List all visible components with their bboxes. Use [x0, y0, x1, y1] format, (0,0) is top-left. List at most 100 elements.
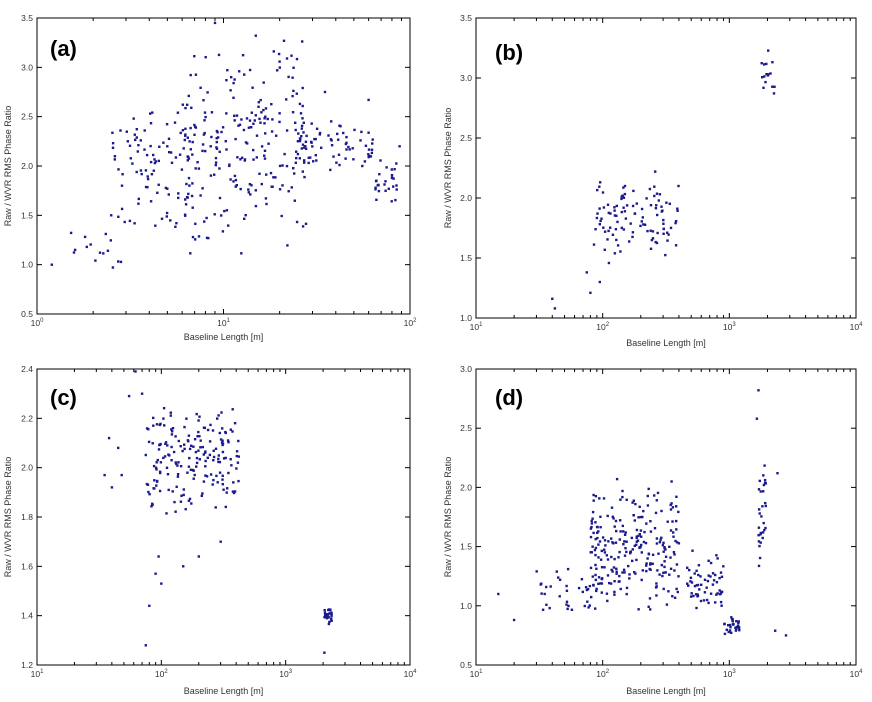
data-point: [628, 240, 631, 243]
data-point: [622, 206, 625, 209]
data-point: [595, 589, 598, 593]
data-point: [189, 468, 193, 471]
data-point: [85, 245, 88, 249]
data-point: [260, 111, 263, 114]
data-point: [312, 160, 315, 163]
data-point: [595, 216, 599, 220]
data-point: [674, 539, 677, 543]
data-point: [677, 510, 680, 514]
data-point: [153, 487, 156, 490]
data-point: [295, 220, 299, 224]
data-point: [170, 459, 173, 462]
data-point: [605, 554, 608, 557]
data-point: [247, 188, 250, 191]
data-point: [675, 528, 678, 531]
data-point: [201, 492, 204, 495]
data-point: [302, 121, 305, 124]
data-point: [695, 569, 698, 572]
data-point: [638, 505, 641, 508]
data-point: [619, 587, 622, 591]
data-point: [164, 441, 168, 444]
data-point: [165, 466, 169, 469]
data-point: [248, 68, 252, 72]
data-point: [716, 557, 719, 560]
y-tick-label: 2.0: [460, 193, 472, 203]
data-point: [230, 464, 233, 467]
data-point: [671, 506, 675, 509]
data-point: [727, 630, 730, 634]
data-point: [557, 576, 560, 579]
data-point: [298, 139, 302, 143]
data-point: [255, 156, 258, 159]
data-point: [243, 217, 246, 220]
data-point: [169, 411, 172, 414]
data-point: [297, 132, 300, 135]
data-point: [759, 533, 762, 536]
x-tick-label: 102: [155, 669, 168, 679]
data-point: [188, 184, 191, 187]
data-point: [113, 158, 116, 161]
data-point: [659, 538, 662, 541]
data-point: [587, 606, 590, 609]
data-point: [615, 214, 618, 217]
data-point: [233, 119, 236, 122]
data-point: [155, 484, 158, 487]
data-point: [762, 521, 765, 525]
data-point: [596, 531, 599, 534]
data-point: [773, 85, 776, 88]
data-point: [640, 220, 643, 223]
data-point: [212, 459, 215, 462]
data-point: [635, 202, 638, 205]
data-point: [642, 509, 645, 513]
data-point: [656, 213, 659, 217]
data-point: [209, 473, 213, 476]
data-point: [387, 187, 390, 190]
data-point: [220, 411, 223, 414]
data-point: [204, 149, 207, 153]
data-point: [613, 590, 616, 594]
data-point: [257, 101, 260, 104]
data-point: [709, 592, 713, 595]
data-point: [195, 412, 198, 416]
data-point: [658, 193, 662, 196]
data-point: [669, 567, 673, 570]
data-point: [673, 596, 677, 599]
data-point: [131, 162, 134, 165]
data-point: [760, 62, 763, 65]
data-point: [301, 104, 304, 108]
data-point: [239, 187, 242, 191]
data-point: [327, 613, 330, 616]
data-point: [174, 461, 177, 464]
data-point: [175, 462, 178, 466]
data-point: [714, 573, 717, 577]
data-point: [149, 122, 153, 125]
data-point: [298, 102, 302, 106]
data-point: [205, 475, 209, 478]
data-point: [655, 582, 658, 585]
data-point: [177, 439, 180, 443]
data-point: [187, 499, 191, 502]
data-point: [625, 550, 628, 554]
data-point: [615, 477, 619, 481]
data-point: [163, 424, 166, 427]
data-point: [166, 145, 169, 148]
data-point: [293, 172, 296, 175]
data-point: [651, 230, 655, 233]
data-point: [128, 144, 132, 147]
data-point: [755, 417, 759, 420]
data-point: [763, 528, 766, 532]
data-point: [237, 479, 240, 483]
data-point: [672, 531, 675, 534]
data-point: [660, 563, 663, 567]
data-point: [159, 461, 163, 464]
data-point: [609, 212, 612, 215]
data-point: [73, 248, 77, 252]
data-point: [179, 465, 183, 468]
data-point: [194, 450, 198, 454]
data-point: [174, 510, 177, 513]
data-point: [666, 239, 669, 242]
data-point: [324, 613, 327, 617]
data-point: [621, 571, 624, 574]
data-point: [216, 417, 219, 420]
data-point: [110, 214, 113, 217]
